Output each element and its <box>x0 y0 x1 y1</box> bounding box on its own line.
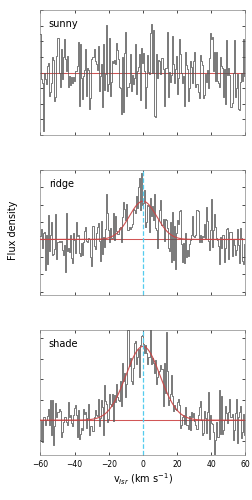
Text: Flux density: Flux density <box>8 200 18 260</box>
X-axis label: v$_{lsr}$ (km s$^{-1}$): v$_{lsr}$ (km s$^{-1}$) <box>112 472 172 487</box>
Text: sunny: sunny <box>48 18 78 28</box>
Text: shade: shade <box>48 339 78 349</box>
Text: ridge: ridge <box>48 179 73 189</box>
